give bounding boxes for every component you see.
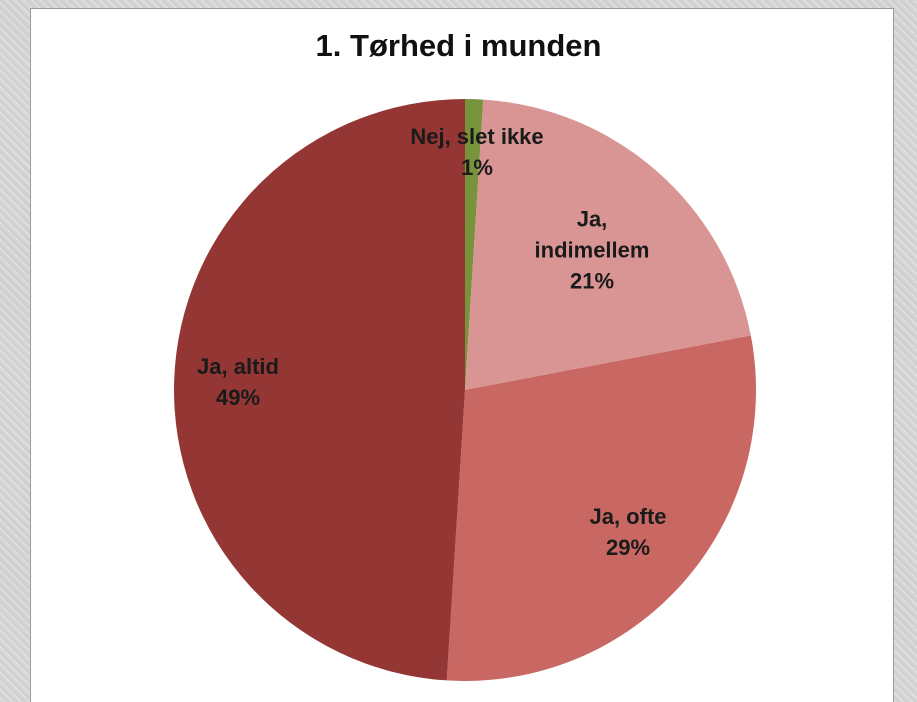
pie-slice [446,335,756,681]
label-value: 1% [461,155,493,180]
pie-slice [465,99,751,390]
pie-slice [173,99,465,681]
label-category: Ja, indimellem [534,206,650,263]
data-label: Ja, indimellem 21% [527,204,657,297]
label-value: 29% [605,535,651,560]
chart-title: 1. Tørhed i munden [315,28,602,63]
data-label: Ja, ofte 29% [558,501,698,563]
data-label: Nej, slet ikke 1% [377,121,577,183]
label-category: Ja, ofte [589,504,667,529]
label-value: 21% [569,268,615,294]
label-category: Nej, slet ikke [410,124,544,149]
label-category: Ja, altid [197,354,279,379]
pie-slice [465,99,484,390]
data-label: Ja, altid 49% [168,351,308,413]
label-value: 49% [215,385,261,410]
